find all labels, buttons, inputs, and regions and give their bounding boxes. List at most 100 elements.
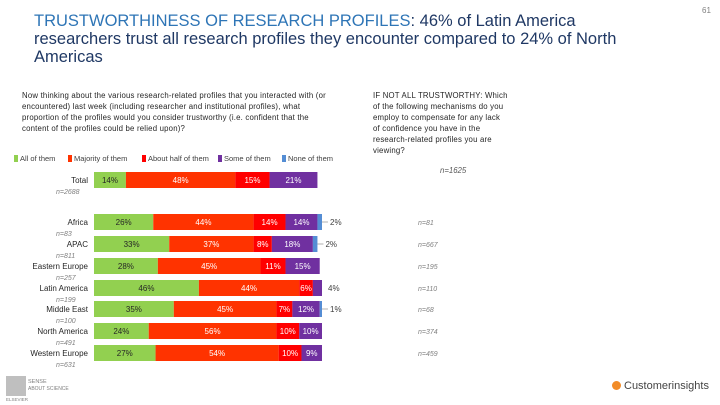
bar-segment-majority-2 [169,236,254,252]
side-sample-size-6: n=374 [418,329,438,336]
bar-segment-all-3 [94,258,158,274]
bar-segment-majority-0 [125,172,236,188]
bar-segment-all-2 [94,236,170,252]
category-label-0: Total [71,176,88,185]
data-label-all-0: 14% [102,176,118,185]
bar-segment-all-0 [94,172,126,188]
sample-size-4: n=199 [56,297,76,304]
legend-swatch-about-half [142,155,146,162]
data-label-none-1: 2% [330,218,342,227]
legend-item-some: Some of them [218,154,271,163]
bar-segment-some-7 [301,345,322,361]
bar-segment-some-1 [285,214,318,230]
title-highlight: TRUSTWORTHINESS OF RESEARCH PROFILES [34,12,411,30]
data-label-some-5: 12% [298,305,314,314]
data-label-some-6: 10% [303,327,319,336]
data-label-all-4: 46% [138,284,154,293]
title-rest: : 46% of Latin America researchers trust… [34,12,617,66]
bar-segment-majority-1 [153,214,254,230]
category-label-5: Middle East [46,305,89,314]
bar-segment-about_half-3 [260,258,286,274]
sample-size-5: n=100 [56,318,76,325]
bar-segment-about_half-2 [253,236,272,252]
bar-segment-majority-6 [148,323,277,339]
side-sample-size-7: n=459 [418,351,438,358]
data-label-all-2: 33% [124,240,140,249]
data-label-majority-1: 44% [195,218,211,227]
data-label-majority-2: 37% [203,240,219,249]
data-label-about_half-1: 14% [262,218,278,227]
data-label-all-1: 26% [116,218,132,227]
category-label-1: Africa [68,218,89,227]
data-label-majority-0: 48% [173,176,189,185]
data-label-some-0: 21% [285,176,301,185]
elsevier-logo: SENSE ABOUT SCIENCE ELSEVIER [6,376,69,402]
sample-size-0: n=2688 [56,189,80,196]
data-label-all-7: 27% [117,349,133,358]
bar-segment-some-6 [299,323,322,339]
customer-insights-logo: Customerinsights [612,380,709,392]
legend-swatch-all [14,155,18,162]
logo-left-line2: ABOUT SCIENCE [28,386,69,392]
survey-question: Now thinking about the various research-… [22,91,326,133]
legend-item-about-half: About half of them [142,154,209,163]
data-label-about_half-3: 11% [265,262,280,271]
side-question: IF NOT ALL TRUSTWORTHY: Which of the fol… [373,91,508,155]
data-label-some-4: 4% [328,284,340,293]
data-label-about_half-2: 8% [257,240,269,249]
category-label-4: Latin America [40,284,89,293]
category-label-3: Eastern Europe [32,262,88,271]
data-label-about_half-0: 15% [244,176,260,185]
side-sample-size-3: n=195 [418,264,438,271]
bar-segment-all-5 [94,301,174,317]
bar-segment-none-1 [317,214,322,230]
bar-segment-majority-3 [157,258,261,274]
data-label-about_half-4: 6% [300,284,312,293]
legend-swatch-majority [68,155,72,162]
bar-segment-none-2 [312,236,318,252]
bar-segment-about_half-7 [278,345,302,361]
data-label-some-3: 15% [295,262,311,271]
sample-size-7: n=631 [56,362,76,369]
bar-segment-about_half-4 [299,280,313,296]
data-label-none-5: 1% [330,305,342,314]
sample-size-2: n=811 [56,253,75,260]
legend-item-majority: Majority of them [68,154,127,163]
data-label-majority-5: 45% [217,305,233,314]
data-label-about_half-7: 10% [282,349,298,358]
logo-left-line1: SENSE [28,379,47,385]
logo-dot-icon [612,381,621,390]
legend-label-about-half: About half of them [148,154,209,163]
sample-size-3: n=257 [56,275,77,282]
data-label-majority-7: 54% [209,349,225,358]
bar-segment-all-6 [94,323,149,339]
data-label-none-2: 2% [325,240,337,249]
side-sample-size: n=1625 [440,166,467,175]
bar-segment-some-5 [292,301,320,317]
side-sample-size-2: n=667 [418,242,439,249]
data-label-majority-3: 45% [201,262,217,271]
data-label-some-2: 18% [284,240,300,249]
legend-label-majority: Majority of them [74,154,128,163]
data-label-about_half-5: 7% [279,305,291,314]
bar-segment-about_half-5 [276,301,293,317]
legend-swatch-some [218,155,222,162]
data-label-some-7: 9% [306,349,318,358]
category-label-2: APAC [67,240,88,249]
data-label-majority-4: 44% [241,284,257,293]
bar-segment-some-3 [285,258,320,274]
legend-label-some: Some of them [224,154,271,163]
bar-segment-about_half-0 [235,172,270,188]
elsevier-tree-icon [6,376,26,396]
bar-segment-all-1 [94,214,154,230]
data-label-all-6: 24% [113,327,129,336]
bar-segment-majority-4 [198,280,300,296]
slide-title: TRUSTWORTHINESS OF RESEARCH PROFILES: 46… [34,12,664,66]
legend-item-none: None of them [282,154,333,163]
bar-segment-about_half-1 [253,214,286,230]
data-label-majority-6: 56% [205,327,221,336]
category-label-6: North America [37,327,88,336]
bar-segment-majority-5 [173,301,277,317]
logo-right-text: Customerinsights [624,380,709,392]
